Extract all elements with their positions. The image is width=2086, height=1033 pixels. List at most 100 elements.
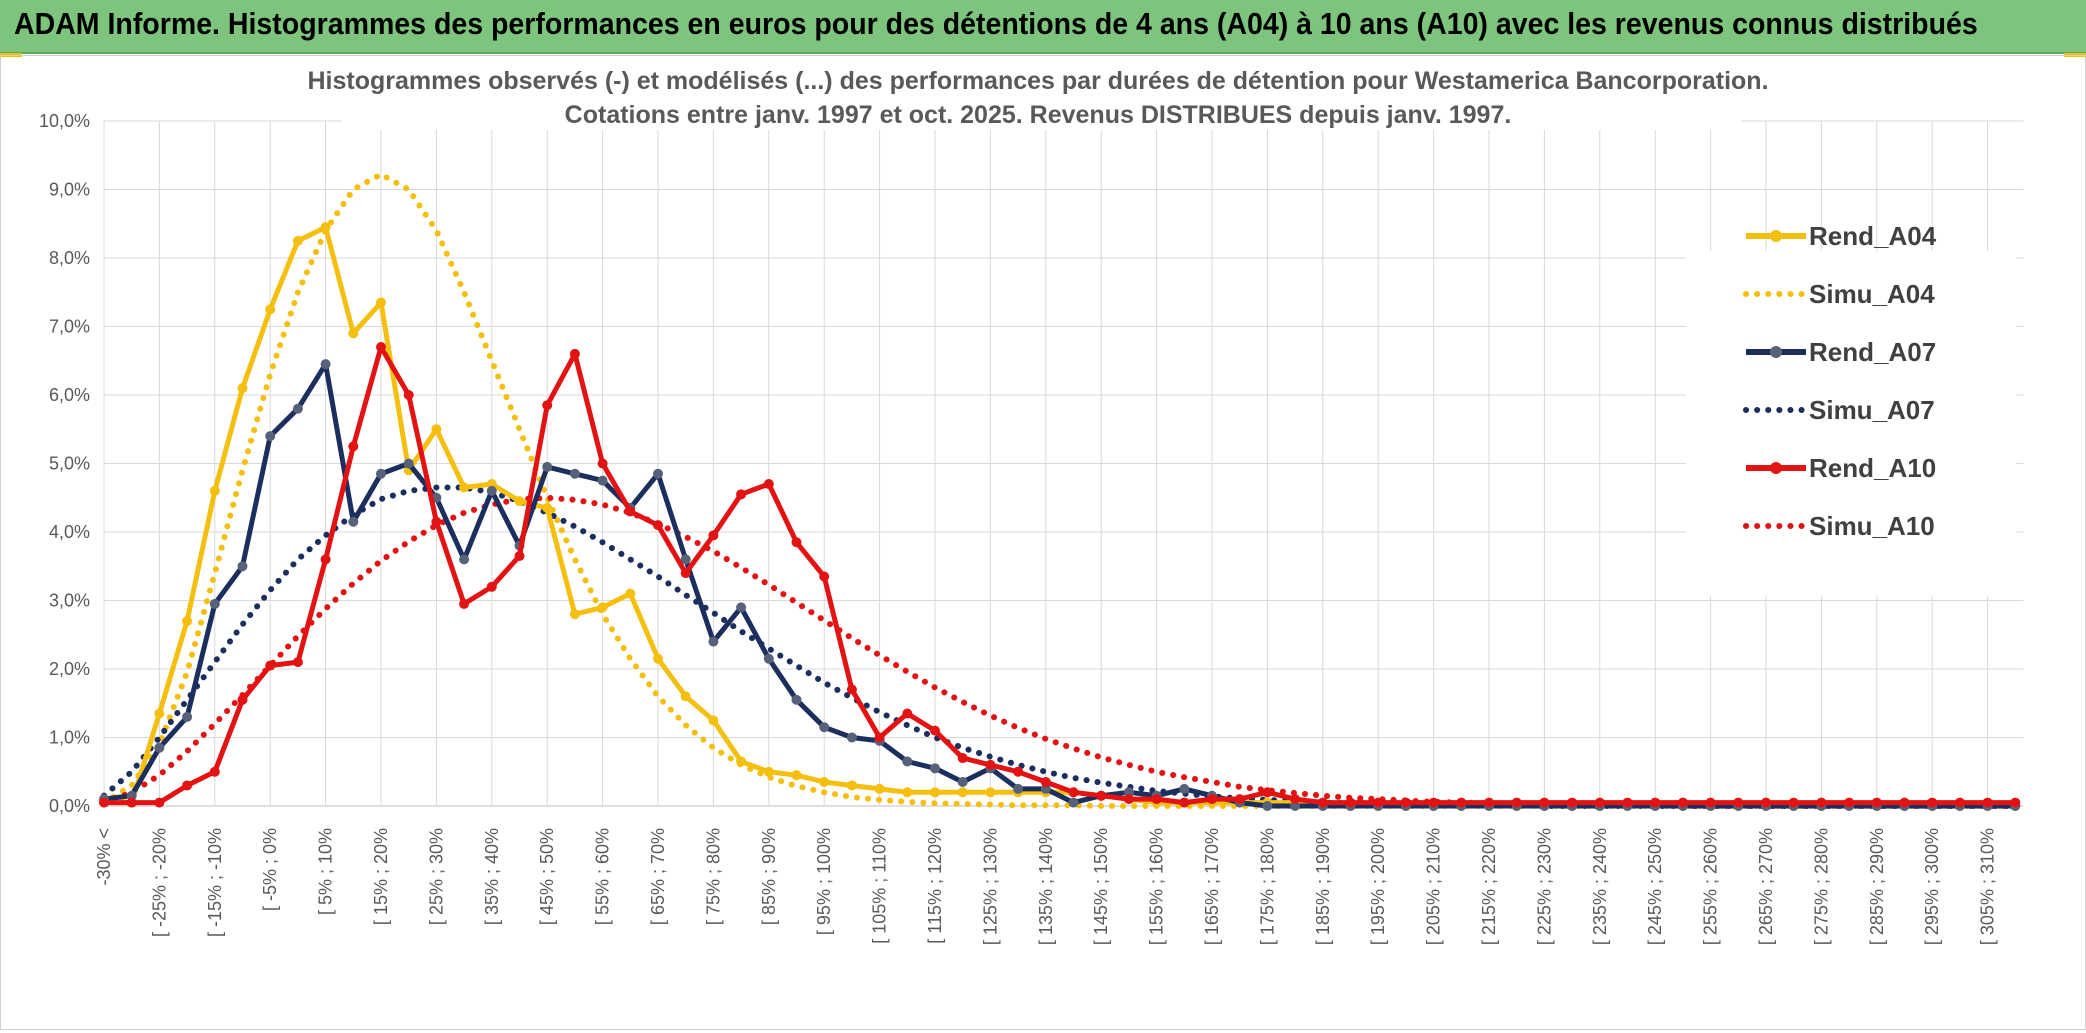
data-point-Rend_A10	[1677, 797, 1688, 808]
data-point-Rend_A07	[154, 742, 165, 753]
data-point-Rend_A10	[99, 797, 109, 808]
legend-label: Simu_A07	[1809, 395, 1935, 425]
data-point-Rend_A10	[459, 598, 470, 609]
data-point-Rend_A10	[846, 684, 857, 695]
data-point-Rend_A10	[182, 780, 193, 791]
data-point-Rend_A07	[486, 485, 497, 496]
series-Rend_A10	[99, 342, 2021, 808]
data-point-Rend_A04	[791, 770, 802, 781]
data-point-Rend_A10	[1068, 787, 1079, 798]
x-tick-label: [ 125% ; 130%	[980, 828, 1000, 945]
x-tick-label: [ 75% ; 80%	[703, 828, 723, 925]
data-point-Rend_A04	[902, 787, 913, 798]
data-point-Rend_A10	[1954, 797, 1965, 808]
y-tick-label: 4,0%	[49, 522, 90, 542]
data-point-Rend_A10	[1123, 794, 1134, 805]
legend: Rend_A04 Simu_A04 Rend_A07 Simu_A07 Rend_A10…	[1686, 221, 2016, 596]
x-tick-label: [ 55% ; 60%	[593, 828, 613, 925]
data-point-Rend_A10	[902, 708, 913, 719]
data-point-Rend_A04	[846, 780, 857, 791]
x-tick-label: [ 305% ; 310%	[1978, 828, 1998, 945]
legend-marker	[1770, 230, 1782, 242]
data-point-Rend_A07	[902, 756, 913, 767]
data-point-Rend_A07	[237, 561, 248, 572]
data-point-Rend_A10	[542, 400, 553, 411]
data-point-Rend_A07	[1013, 783, 1024, 794]
data-point-Rend_A10	[348, 441, 359, 452]
data-point-Rend_A10	[1899, 797, 1910, 808]
data-point-Rend_A04	[376, 297, 386, 308]
legend-background	[1686, 251, 2016, 596]
data-point-Rend_A07	[597, 475, 608, 486]
data-point-Rend_A04	[708, 715, 719, 726]
data-point-Rend_A10	[1539, 797, 1550, 808]
data-point-Rend_A10	[1262, 787, 1273, 798]
data-point-Rend_A10	[1844, 797, 1855, 808]
data-point-Rend_A10	[237, 694, 248, 705]
data-point-Rend_A07	[182, 711, 193, 722]
data-point-Rend_A07	[957, 777, 968, 788]
data-point-Rend_A07	[542, 461, 553, 472]
data-point-Rend_A10	[1013, 766, 1024, 777]
data-point-Rend_A04	[597, 602, 608, 613]
data-point-Rend_A10	[154, 797, 165, 808]
x-tick-label: [ 65% ; 70%	[648, 828, 668, 925]
data-point-Rend_A04	[431, 424, 442, 435]
x-tick-label: [ 5% ; 10%	[316, 828, 336, 915]
series-Simu_A10	[101, 494, 2019, 809]
data-point-Rend_A10	[126, 797, 137, 808]
x-tick-label: [ 135% ; 140%	[1036, 828, 1056, 945]
data-point-Rend_A04	[819, 777, 830, 788]
x-tick-label: [ 255% ; 260%	[1701, 828, 1721, 945]
y-tick-label: 5,0%	[49, 454, 90, 474]
data-point-Rend_A04	[985, 787, 996, 798]
data-point-Rend_A04	[930, 787, 940, 798]
chart-title: Histogrammes observés (-) et modélisés (…	[307, 62, 1769, 130]
data-point-Rend_A10	[1456, 797, 1467, 808]
data-point-Rend_A07	[791, 694, 802, 705]
data-point-Rend_A07	[320, 359, 331, 370]
data-point-Rend_A07	[708, 636, 719, 647]
header-banner: ADAM Informe. Histogrammes des performan…	[0, 0, 2086, 54]
y-axis: 0,0% 1,0% 2,0% 3,0% 4,0% 5,0% 6,0% 7,0% 8,0% 9,0%…	[39, 111, 90, 816]
data-point-Rend_A04	[209, 485, 220, 496]
chart-area: Histogrammes observés (-) et modélisés (…	[0, 55, 2086, 1030]
x-tick-label: [ 185% ; 190%	[1313, 828, 1333, 945]
data-point-Rend_A07	[569, 468, 580, 479]
data-point-Rend_A10	[1207, 794, 1217, 805]
data-point-Rend_A04	[542, 503, 553, 514]
data-point-Rend_A04	[957, 787, 968, 798]
data-point-Rend_A10	[320, 554, 331, 565]
legend-label: Rend_A10	[1809, 453, 1936, 483]
data-point-Rend_A07	[736, 602, 747, 613]
legend-label: Simu_A04	[1809, 279, 1935, 309]
data-point-Rend_A10	[1982, 797, 1993, 808]
data-point-Rend_A10	[957, 753, 968, 764]
data-point-Rend_A04	[653, 653, 663, 664]
legend-item-Rend_A04: Rend_A04	[1746, 221, 1937, 251]
y-tick-label: 8,0%	[49, 248, 90, 268]
x-axis: -30% < [ -25% ; -20% [ -15% ; -10% [ -5% ; …	[94, 828, 1998, 945]
data-point-Rend_A10	[1290, 794, 1301, 805]
y-tick-label: 3,0%	[49, 591, 90, 611]
data-point-Rend_A04	[763, 766, 774, 777]
data-point-Rend_A10	[736, 489, 747, 500]
data-point-Rend_A04	[292, 235, 303, 246]
data-point-Rend_A07	[1040, 783, 1051, 794]
x-tick-label: [ 35% ; 40%	[482, 828, 502, 925]
x-tick-label: [ 245% ; 250%	[1645, 828, 1665, 945]
legend-item-Simu_A07: Simu_A07	[1743, 395, 1935, 425]
data-point-Rend_A07	[846, 732, 857, 743]
series-line-Simu_A10	[101, 494, 2019, 809]
data-point-Rend_A07	[1123, 787, 1134, 798]
series-layer	[99, 170, 2021, 811]
data-point-Rend_A04	[736, 756, 747, 767]
data-point-Rend_A10	[625, 506, 636, 517]
data-point-Rend_A10	[1788, 797, 1799, 808]
data-point-Rend_A07	[930, 763, 940, 774]
data-point-Rend_A10	[597, 458, 608, 469]
legend-item-Simu_A04: Simu_A04	[1743, 279, 1935, 309]
data-point-Rend_A10	[1179, 797, 1190, 808]
data-point-Rend_A10	[292, 657, 303, 668]
x-tick-label: [ 115% ; 120%	[925, 828, 945, 944]
